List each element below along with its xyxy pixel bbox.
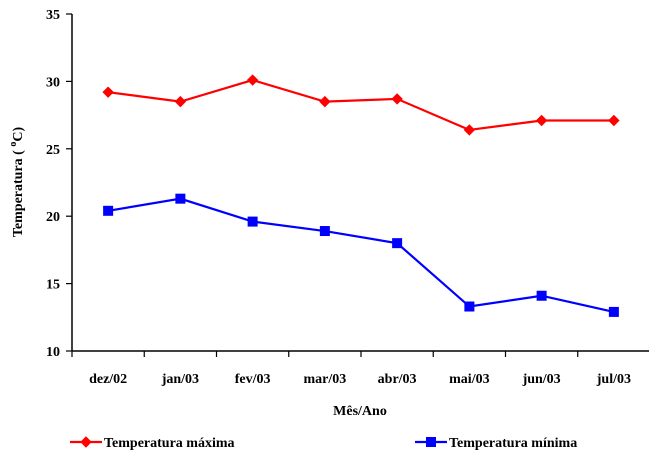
series-2-line — [107, 197, 615, 313]
legend-item-2: Temperatura mínima — [415, 436, 577, 451]
data-point — [608, 306, 619, 317]
data-point — [247, 216, 258, 227]
legend-swatch-marker — [80, 436, 92, 448]
data-point — [536, 290, 547, 301]
data-point — [535, 114, 548, 127]
y-tick-label: 30 — [46, 75, 60, 90]
x-tick-label: abr/03 — [378, 372, 417, 387]
data-point — [464, 301, 475, 312]
data-point — [608, 114, 620, 127]
x-tick-label: mar/03 — [303, 372, 346, 387]
data-point — [319, 95, 331, 108]
y-axis-ticks: 10 15 20 25 30 35 — [46, 8, 72, 360]
y-axis-title-text: Temperatura ( — [11, 147, 26, 237]
data-point — [319, 226, 330, 237]
data-point — [103, 205, 114, 216]
data-point — [246, 74, 259, 86]
legend-label: Temperatura mínima — [449, 436, 577, 451]
x-tick-label: jun/03 — [522, 372, 561, 387]
series-1-line — [107, 78, 614, 132]
y-tick-label: 20 — [46, 210, 60, 225]
data-point — [102, 86, 114, 98]
data-point — [463, 124, 476, 136]
legend-item-1: Temperatura máxima — [70, 436, 235, 451]
series-group — [102, 74, 620, 317]
legend-label: Temperatura máxima — [104, 436, 235, 451]
x-tick-label: jan/03 — [161, 372, 199, 387]
x-tick-label: mai/03 — [449, 372, 489, 387]
x-tick-label: fev/03 — [235, 372, 271, 387]
y-axis-title-superscript: o — [8, 142, 19, 147]
x-axis-ticks: dez/02 jan/03 fev/03 mar/03 abr/03 mai/03 jun/… — [71, 351, 631, 387]
data-point — [175, 193, 186, 204]
legend: Temperatura máxima Temperatura mínima — [70, 436, 577, 451]
y-tick-label: 25 — [46, 143, 60, 158]
data-point — [391, 93, 403, 105]
legend-swatch-marker — [426, 437, 436, 447]
y-axis-title-unit: C) — [11, 127, 26, 142]
data-point — [392, 238, 403, 249]
y-tick-label: 35 — [46, 8, 60, 23]
y-tick-label: 10 — [46, 345, 60, 360]
y-axis-title: Temperatura ( oC) — [8, 127, 26, 238]
series-2 — [103, 193, 619, 317]
x-tick-label: jul/03 — [596, 372, 631, 387]
series-1 — [102, 74, 620, 136]
x-axis-title: Mês/Ano — [333, 404, 387, 419]
data-point — [174, 95, 187, 108]
x-tick-label: dez/02 — [89, 372, 127, 387]
y-tick-label: 15 — [46, 278, 60, 293]
